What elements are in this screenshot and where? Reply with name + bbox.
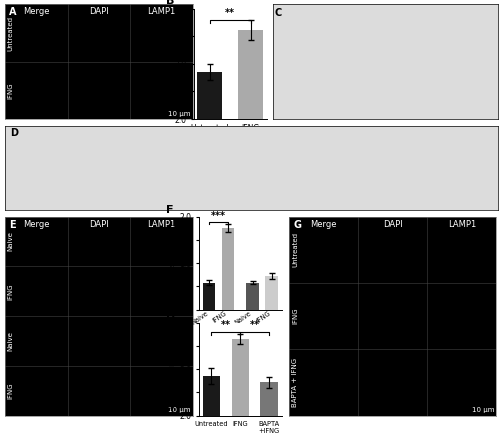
Text: DAPI: DAPI — [383, 220, 402, 229]
Text: 10 μm: 10 μm — [168, 111, 190, 116]
Text: DAPI: DAPI — [89, 6, 108, 16]
Text: DAPI: DAPI — [89, 220, 108, 229]
Text: BAPTA + IFNG: BAPTA + IFNG — [292, 358, 298, 407]
Text: Untreated: Untreated — [8, 16, 14, 51]
Text: IFNG: IFNG — [8, 283, 14, 300]
Bar — [238, 29, 263, 229]
Text: Naive: Naive — [8, 232, 14, 251]
Bar — [232, 339, 249, 433]
Text: Merge: Merge — [310, 220, 337, 229]
Y-axis label: LAMP1 level MFI (X 10¹): LAMP1 level MFI (X 10¹) — [169, 224, 176, 302]
Text: LAMP1: LAMP1 — [448, 220, 476, 229]
Text: LAMP1: LAMP1 — [147, 220, 176, 229]
Bar — [266, 276, 278, 310]
Text: **: ** — [225, 8, 235, 18]
Bar — [198, 72, 222, 229]
Text: E: E — [9, 220, 16, 230]
Bar — [260, 382, 278, 433]
Text: $Hmox1^{+/+}$: $Hmox1^{+/+}$ — [200, 335, 237, 346]
Text: H: H — [166, 311, 175, 321]
Text: Untreated: Untreated — [292, 232, 298, 267]
Y-axis label: LAMP1 level MFI (X 10²): LAMP1 level MFI (X 10²) — [169, 330, 176, 408]
Text: 10 μm: 10 μm — [472, 407, 494, 413]
Text: G: G — [293, 220, 301, 230]
Text: 10 μm: 10 μm — [168, 407, 190, 413]
Bar — [246, 283, 259, 310]
Bar — [203, 283, 215, 310]
Bar — [203, 376, 220, 433]
Text: ***: *** — [211, 211, 226, 221]
Text: Naive: Naive — [8, 331, 14, 351]
Y-axis label: LAMP1 level MFI (X 10¹): LAMP1 level MFI (X 10¹) — [164, 23, 172, 105]
Text: F: F — [166, 205, 173, 215]
Text: **: ** — [221, 320, 231, 330]
Text: LAMP1: LAMP1 — [147, 6, 176, 16]
Text: B: B — [166, 0, 175, 6]
Text: $hmox1^{-/-}$: $hmox1^{-/-}$ — [244, 335, 281, 346]
Text: IFNG: IFNG — [292, 308, 298, 324]
Text: A: A — [9, 6, 16, 16]
Text: **: ** — [250, 320, 260, 330]
Bar — [222, 228, 234, 310]
Text: D: D — [10, 128, 18, 138]
Text: IFNG: IFNG — [8, 82, 14, 99]
Text: C: C — [275, 8, 282, 18]
Text: Merge: Merge — [23, 6, 50, 16]
Text: Merge: Merge — [23, 220, 50, 229]
Text: IFNG: IFNG — [8, 382, 14, 399]
